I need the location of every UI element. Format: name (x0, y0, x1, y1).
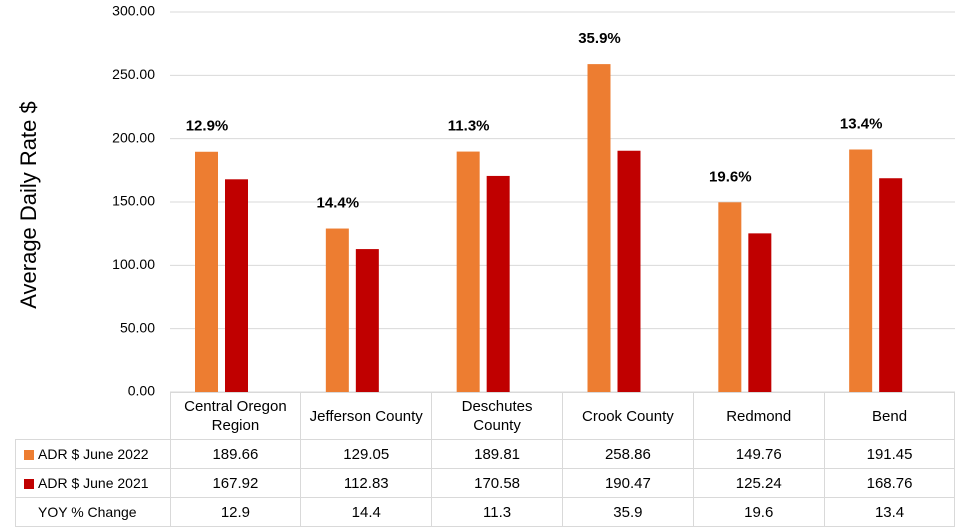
y-tick-label: 250.00 (112, 66, 155, 82)
change-label: 13.4% (840, 115, 883, 132)
change-label: 14.4% (317, 195, 360, 212)
data-table: Central Oregon Region Jefferson County Des… (15, 392, 956, 527)
table-corner (16, 393, 171, 440)
category-label: Deschutes County (431, 392, 563, 440)
legend-label: ADR $ June 2022 (38, 445, 149, 462)
table-value: 191.45 (823, 439, 956, 469)
table-value: 129.05 (300, 439, 433, 469)
y-tick-label: 150.00 (112, 193, 155, 209)
y-tick-label: 50.00 (120, 319, 155, 335)
change-label: 35.9% (578, 30, 621, 47)
table-value: 189.81 (431, 439, 563, 469)
table-value: 13.4 (823, 497, 956, 527)
bar (225, 179, 248, 392)
y-tick-label: 100.00 (112, 256, 155, 272)
table-value: 149.76 (692, 439, 825, 469)
table-value: 167.92 (169, 468, 302, 498)
bar (718, 202, 742, 392)
y-tick-label: 200.00 (112, 129, 155, 145)
y-tick-label: 300.00 (112, 3, 155, 19)
table-row: YOY % Change 12.9 14.4 11.3 35.9 19.6 13.4 (15, 497, 956, 527)
legend-entry: ADR $ June 2021 (15, 468, 171, 498)
legend-entry: ADR $ June 2022 (15, 439, 171, 469)
table-row: ADR $ June 2022 189.66 129.05 189.81 258.86 1… (15, 439, 956, 469)
legend-swatch (24, 449, 34, 460)
table-value: 14.4 (300, 497, 433, 527)
bar (748, 233, 772, 392)
table-value: 170.58 (431, 468, 563, 498)
table-value: 19.6 (692, 497, 825, 527)
category-label: Crook County (561, 392, 694, 440)
legend-swatch (24, 478, 34, 489)
category-label: Bend (823, 392, 956, 440)
bar (587, 64, 611, 393)
category-label: Central Oregon Region (169, 392, 302, 440)
change-label: 12.9% (186, 118, 229, 135)
table-value: 168.76 (823, 468, 956, 498)
change-label: 11.3% (448, 118, 490, 135)
row-label: YOY % Change (15, 497, 171, 527)
table-value: 35.9 (561, 497, 694, 527)
bar (849, 149, 873, 392)
bar (617, 150, 641, 392)
bar (486, 175, 510, 392)
bar (879, 178, 903, 392)
table-value: 190.47 (561, 468, 694, 498)
bar (456, 151, 480, 392)
table-value: 12.9 (169, 497, 302, 527)
bar (355, 249, 379, 392)
bar (195, 151, 218, 392)
change-label: 19.6% (709, 168, 752, 185)
y-axis-label: Average Daily Rate $ (16, 101, 41, 309)
y-tick-label: 0.00 (128, 383, 155, 399)
bar (325, 228, 349, 392)
table-row: ADR $ June 2021 167.92 112.83 170.58 190.47 1… (15, 468, 956, 498)
table-value: 125.24 (692, 468, 825, 498)
legend-label: ADR $ June 2021 (38, 474, 149, 491)
category-label: Jefferson County (300, 392, 433, 440)
row-label-text: YOY % Change (38, 503, 137, 520)
table-row: Central Oregon Region Jefferson County Des… (16, 392, 956, 440)
category-label: Redmond (692, 392, 825, 440)
table-value: 112.83 (300, 468, 433, 498)
table-value: 11.3 (431, 497, 563, 527)
table-value: 258.86 (561, 439, 694, 469)
table-value: 189.66 (169, 439, 302, 469)
